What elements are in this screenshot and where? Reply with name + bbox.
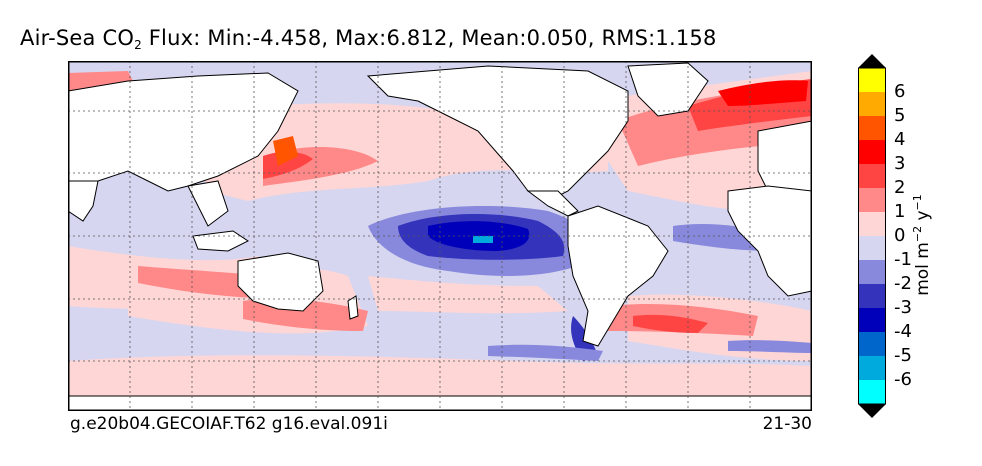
colorbar-tick-label: 0 bbox=[894, 225, 906, 246]
india-land bbox=[68, 180, 99, 222]
colorbar-segment bbox=[858, 260, 886, 285]
co2-flux-map bbox=[68, 61, 812, 411]
colorbar-tick-label: 6 bbox=[894, 81, 906, 102]
antarctica-land bbox=[68, 395, 812, 411]
southern-ocean-blue-1 bbox=[488, 344, 603, 361]
colorbar-tick-label: -1 bbox=[894, 249, 912, 270]
title-subscript: 2 bbox=[134, 38, 142, 52]
colorbar-tick-label: -4 bbox=[894, 321, 912, 342]
colorbar-segment bbox=[858, 380, 886, 405]
colorbar-segment bbox=[858, 332, 886, 357]
colorbar-tick-label: 1 bbox=[894, 201, 906, 222]
kuroshio-core bbox=[263, 151, 313, 179]
figure-title: Air-Sea CO2 Flux: Min:-4.458, Max:6.812,… bbox=[20, 26, 717, 52]
eurasia-land bbox=[68, 72, 299, 192]
colorbar-tick-label: 3 bbox=[894, 153, 906, 174]
colorbar-segment bbox=[858, 68, 886, 93]
colorbar-frame bbox=[858, 67, 886, 405]
colorbar-tick-label: -5 bbox=[894, 345, 912, 366]
unit-mid: y bbox=[912, 210, 933, 226]
colorbar bbox=[858, 54, 886, 418]
lat-lon-grid bbox=[68, 61, 812, 411]
colorbar-segment bbox=[858, 164, 886, 189]
africa-land bbox=[727, 185, 812, 297]
colorbar-segment bbox=[858, 92, 886, 117]
colorbar-max-arrow bbox=[858, 54, 886, 68]
run-name-label: g.e20b04.GECOIAF.T62 g16.eval.091i bbox=[70, 414, 388, 434]
unit-exp-2: −1 bbox=[911, 194, 925, 211]
central-america-land bbox=[526, 190, 579, 217]
unit-exp-1: −2 bbox=[911, 225, 925, 243]
colorbar-min-arrow bbox=[858, 404, 886, 418]
years-label: 21-30 bbox=[762, 414, 812, 434]
colorbar-segment bbox=[858, 212, 886, 237]
equatorial-pacific-peak bbox=[473, 236, 493, 243]
colorbar-segment bbox=[858, 356, 886, 381]
south-pacific-east-positive bbox=[368, 276, 568, 314]
colorbar-tick-label: 5 bbox=[894, 105, 906, 126]
colorbar-segment bbox=[858, 116, 886, 141]
colorbar-tick-label: -6 bbox=[894, 369, 912, 390]
colorbar-tick-label: 4 bbox=[894, 129, 906, 150]
new-zealand-land bbox=[347, 295, 359, 320]
north-atlantic-hot bbox=[718, 80, 808, 106]
colorbar-segment bbox=[858, 188, 886, 213]
australia-land bbox=[237, 252, 324, 312]
colorbar-unit-label: mol m−2 y−1 bbox=[911, 194, 933, 296]
colorbar-segment bbox=[858, 236, 886, 261]
south-america-land bbox=[567, 205, 669, 347]
title-prefix: Air-Sea CO bbox=[20, 26, 135, 50]
unit-base: mol m bbox=[912, 242, 933, 296]
colorbar-segment bbox=[858, 140, 886, 165]
japan-coast-strong bbox=[273, 136, 298, 166]
colorbar-tick-label: 2 bbox=[894, 177, 906, 198]
colorbar-segment bbox=[858, 308, 886, 333]
colorbar-segment bbox=[858, 284, 886, 309]
southeast-asia-land bbox=[187, 180, 229, 227]
south-atlantic-core bbox=[633, 314, 708, 333]
southern-ocean-blue-2 bbox=[728, 340, 812, 353]
colorbar-tick-label: -3 bbox=[894, 297, 912, 318]
map-frame bbox=[68, 61, 812, 411]
colorbar-tick-label: -2 bbox=[894, 273, 912, 294]
title-suffix: Flux: Min:-4.458, Max:6.812, Mean:0.050,… bbox=[141, 26, 717, 50]
